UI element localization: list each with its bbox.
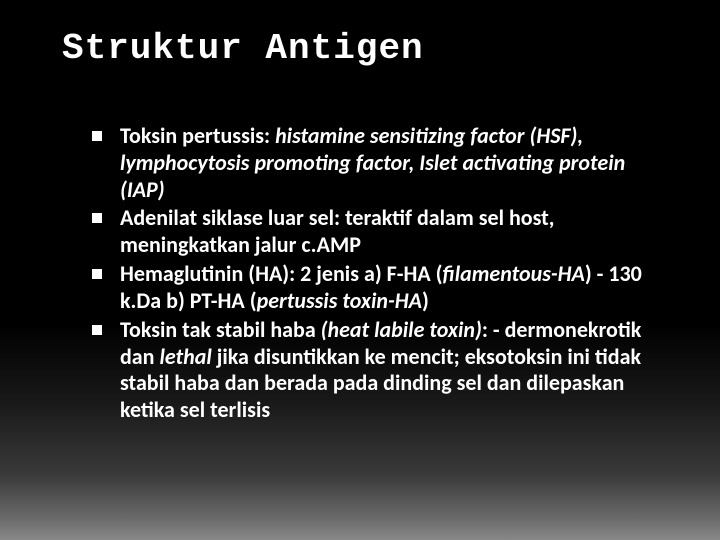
text-run: Toksin pertussis: [120, 122, 275, 149]
text-run: (heat labile toxin) [321, 316, 482, 343]
bullet-item: Adenilat siklase luar sel: teraktif dala… [120, 205, 678, 259]
text-run: filamentous-HA [443, 260, 585, 287]
bullet-item: Hemaglutinin (HA): 2 jenis a) F-HA (fila… [120, 261, 678, 315]
bullet-item: Toksin tak stabil haba (heat labile toxi… [120, 317, 678, 424]
bullet-item: Toksin pertussis: histamine sensitizing … [120, 123, 678, 203]
slide-container: Struktur Antigen Toksin pertussis: hista… [0, 0, 720, 540]
slide-title: Struktur Antigen [62, 28, 678, 69]
text-run: lethal [159, 343, 211, 370]
text-run: ) [422, 287, 429, 314]
text-run: Hemaglutinin (HA): 2 jenis a) F-HA ( [120, 260, 443, 287]
text-run: Toksin tak stabil haba [120, 316, 321, 343]
text-run: Adenilat siklase luar sel: teraktif dala… [120, 204, 554, 258]
text-run: pertussis toxin-HA [257, 287, 422, 314]
bullet-list: Toksin pertussis: histamine sensitizing … [62, 123, 678, 424]
